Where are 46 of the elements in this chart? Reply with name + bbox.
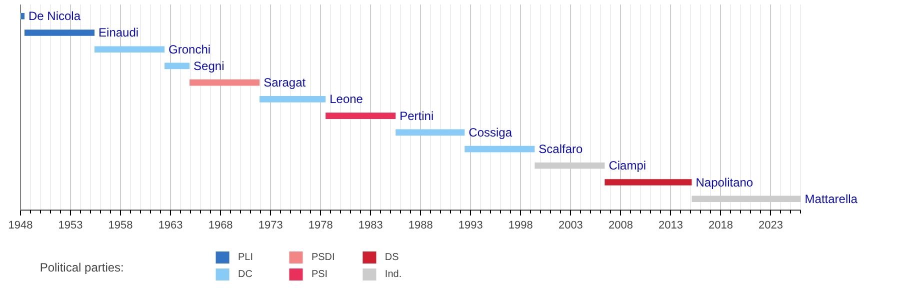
x-tick-label: 1968: [208, 220, 233, 232]
legend-label: DS: [384, 252, 400, 263]
x-tick-label: 2013: [658, 220, 683, 232]
x-tick-label: 1978: [308, 220, 333, 232]
bar: [464, 146, 535, 152]
y-tick-label: Ciampi: [608, 158, 646, 173]
bar: [190, 79, 260, 86]
bar: [604, 179, 692, 186]
x-tick-label: 1998: [508, 220, 533, 232]
y-tick-label: Saragat: [264, 76, 306, 90]
x-tick-label: 1993: [458, 220, 483, 232]
y-tick-label: Segni: [194, 58, 224, 73]
x-tick-label: 1983: [358, 220, 383, 232]
y-tick-label: Napolitano: [696, 175, 754, 190]
x-tick-label: 1953: [58, 220, 83, 232]
x-tick-label: 2018: [708, 220, 733, 232]
y-tick-label: De Nicola: [28, 9, 81, 24]
bar: [94, 46, 165, 53]
bar: [326, 112, 396, 119]
legend-title: Political parties:: [40, 260, 124, 274]
bar: [260, 96, 326, 102]
legend-label: DC: [238, 269, 252, 280]
x-tick-label: 2008: [608, 220, 633, 232]
y-tick-label: Gronchi: [168, 42, 211, 56]
x-tick-label: 1988: [408, 220, 433, 232]
y-tick-label: Mattarella: [804, 192, 858, 206]
legend-label: Ind.: [384, 269, 402, 280]
bar: [164, 62, 190, 70]
y-tick-label: Scalfaro: [538, 142, 584, 156]
legend-label: PSI: [311, 269, 328, 280]
y-tick-label: Cossiga: [468, 125, 512, 140]
legend-label: PLI: [238, 252, 254, 263]
x-tick-label: 1948: [8, 220, 33, 232]
y-tick-label: Pertini: [400, 108, 434, 123]
x-tick-label: 1973: [258, 220, 283, 232]
bar: [24, 30, 95, 36]
legend-label: PSDI: [311, 252, 335, 263]
x-tick-label: 1963: [158, 220, 183, 232]
bar: [396, 129, 465, 136]
x-tick-label: 2003: [558, 220, 583, 232]
x-tick-label: 1958: [108, 220, 133, 232]
y-tick-label: Leone: [330, 92, 364, 106]
bar: [20, 12, 24, 20]
bar: [534, 162, 605, 169]
x-tick-label: 2023: [758, 220, 784, 232]
y-tick-label: Einaudi: [98, 26, 139, 40]
